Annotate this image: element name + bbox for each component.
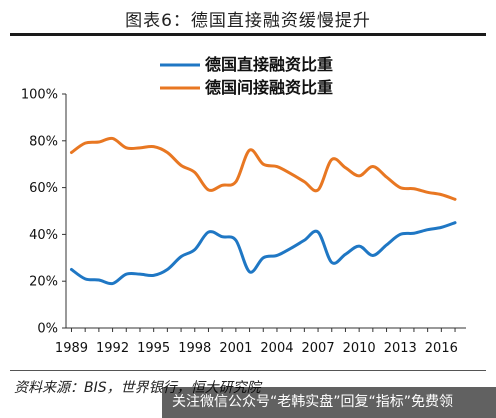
x-tick-label: 1992 bbox=[96, 341, 129, 356]
watermark-banner: 关注微信公众号“老韩实盘”回复“指标”免费领 bbox=[162, 387, 496, 418]
x-tick-label: 2001 bbox=[219, 341, 252, 356]
legend-entry-indirect: 德国间接融资比重 bbox=[205, 78, 333, 97]
x-tick-label: 2016 bbox=[425, 341, 458, 356]
x-tick-label: 1998 bbox=[178, 341, 211, 356]
chart-title: 图表6：德国直接融资缓慢提升 bbox=[125, 11, 371, 31]
y-tick-label: 60% bbox=[29, 181, 58, 196]
direct-financing-line bbox=[69, 221, 457, 286]
x-tick-label: 2010 bbox=[343, 341, 376, 356]
x-tick-label: 1989 bbox=[55, 341, 88, 356]
y-tick-label: 40% bbox=[29, 228, 58, 243]
legend-entry-direct: 德国直接融资比重 bbox=[205, 55, 333, 74]
footer-rule bbox=[10, 370, 486, 371]
x-tick-label: 2007 bbox=[302, 341, 335, 356]
indirect-financing-line bbox=[69, 136, 457, 201]
y-tick-label: 20% bbox=[29, 275, 58, 290]
y-tick-label: 80% bbox=[29, 134, 58, 149]
y-tick-label: 0% bbox=[37, 322, 58, 337]
x-tick-label: 2004 bbox=[260, 341, 293, 356]
y-tick-label: 100% bbox=[21, 88, 58, 103]
line-chart: 0% 20% 40% 60% 80% 100% 1989 1992 1995 1998 2001 20… bbox=[21, 55, 466, 356]
x-tick-label: 1995 bbox=[137, 341, 170, 356]
x-tick-label: 2013 bbox=[384, 341, 417, 356]
title-rule bbox=[10, 33, 486, 36]
